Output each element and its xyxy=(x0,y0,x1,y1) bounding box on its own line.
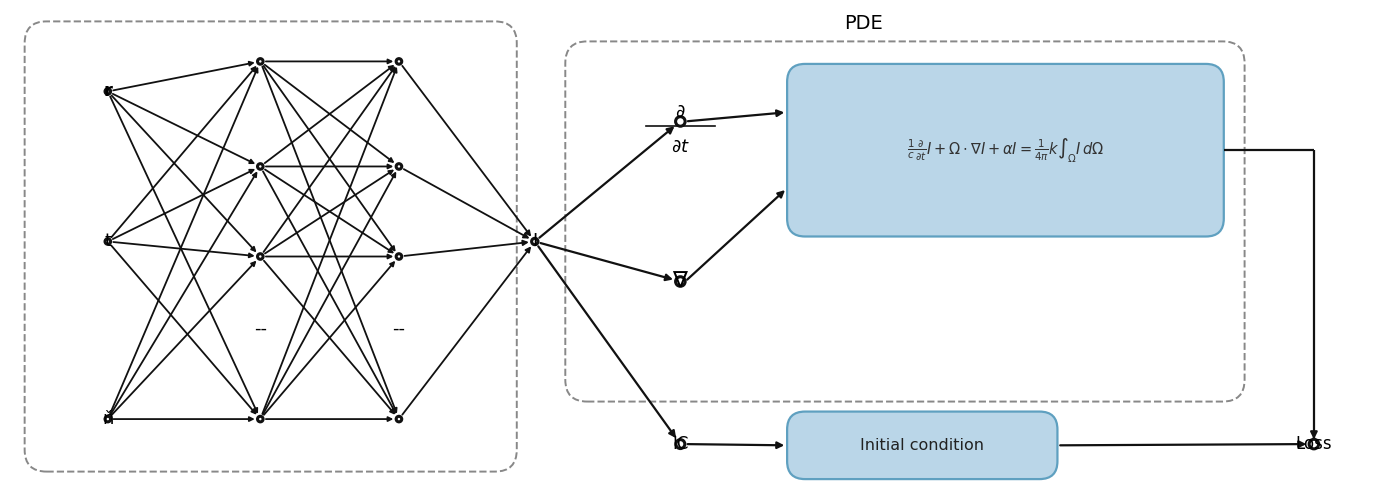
Text: t: t xyxy=(105,232,112,250)
Circle shape xyxy=(258,254,263,259)
FancyBboxPatch shape xyxy=(788,411,1058,479)
Text: $\partial t$: $\partial t$ xyxy=(671,137,690,155)
Circle shape xyxy=(258,416,263,422)
Text: $\frac{1}{c}\frac{\partial}{\partial t}I + \Omega \cdot \nabla I + \alpha I = \f: $\frac{1}{c}\frac{\partial}{\partial t}I… xyxy=(907,136,1104,164)
FancyBboxPatch shape xyxy=(788,64,1224,236)
Circle shape xyxy=(676,277,684,286)
Text: Loss: Loss xyxy=(1295,435,1333,453)
Text: PDE: PDE xyxy=(843,15,882,33)
Text: Initial condition: Initial condition xyxy=(860,438,984,453)
Circle shape xyxy=(258,163,263,169)
Circle shape xyxy=(396,59,401,64)
Circle shape xyxy=(1309,439,1319,449)
Circle shape xyxy=(105,89,110,94)
Text: --: -- xyxy=(254,320,266,338)
Text: --: -- xyxy=(393,320,406,338)
Circle shape xyxy=(105,416,110,422)
Text: ň: ň xyxy=(102,410,113,428)
Text: r: r xyxy=(103,82,113,101)
Text: IC: IC xyxy=(672,435,689,453)
Circle shape xyxy=(396,163,401,169)
Circle shape xyxy=(396,254,401,259)
Circle shape xyxy=(676,117,684,126)
Text: $\partial$: $\partial$ xyxy=(675,103,686,120)
Circle shape xyxy=(258,59,263,64)
Circle shape xyxy=(676,440,684,449)
Circle shape xyxy=(396,416,401,422)
Text: I: I xyxy=(533,232,538,250)
Circle shape xyxy=(531,238,538,244)
Circle shape xyxy=(105,239,110,244)
Text: $\nabla$: $\nabla$ xyxy=(672,272,689,292)
